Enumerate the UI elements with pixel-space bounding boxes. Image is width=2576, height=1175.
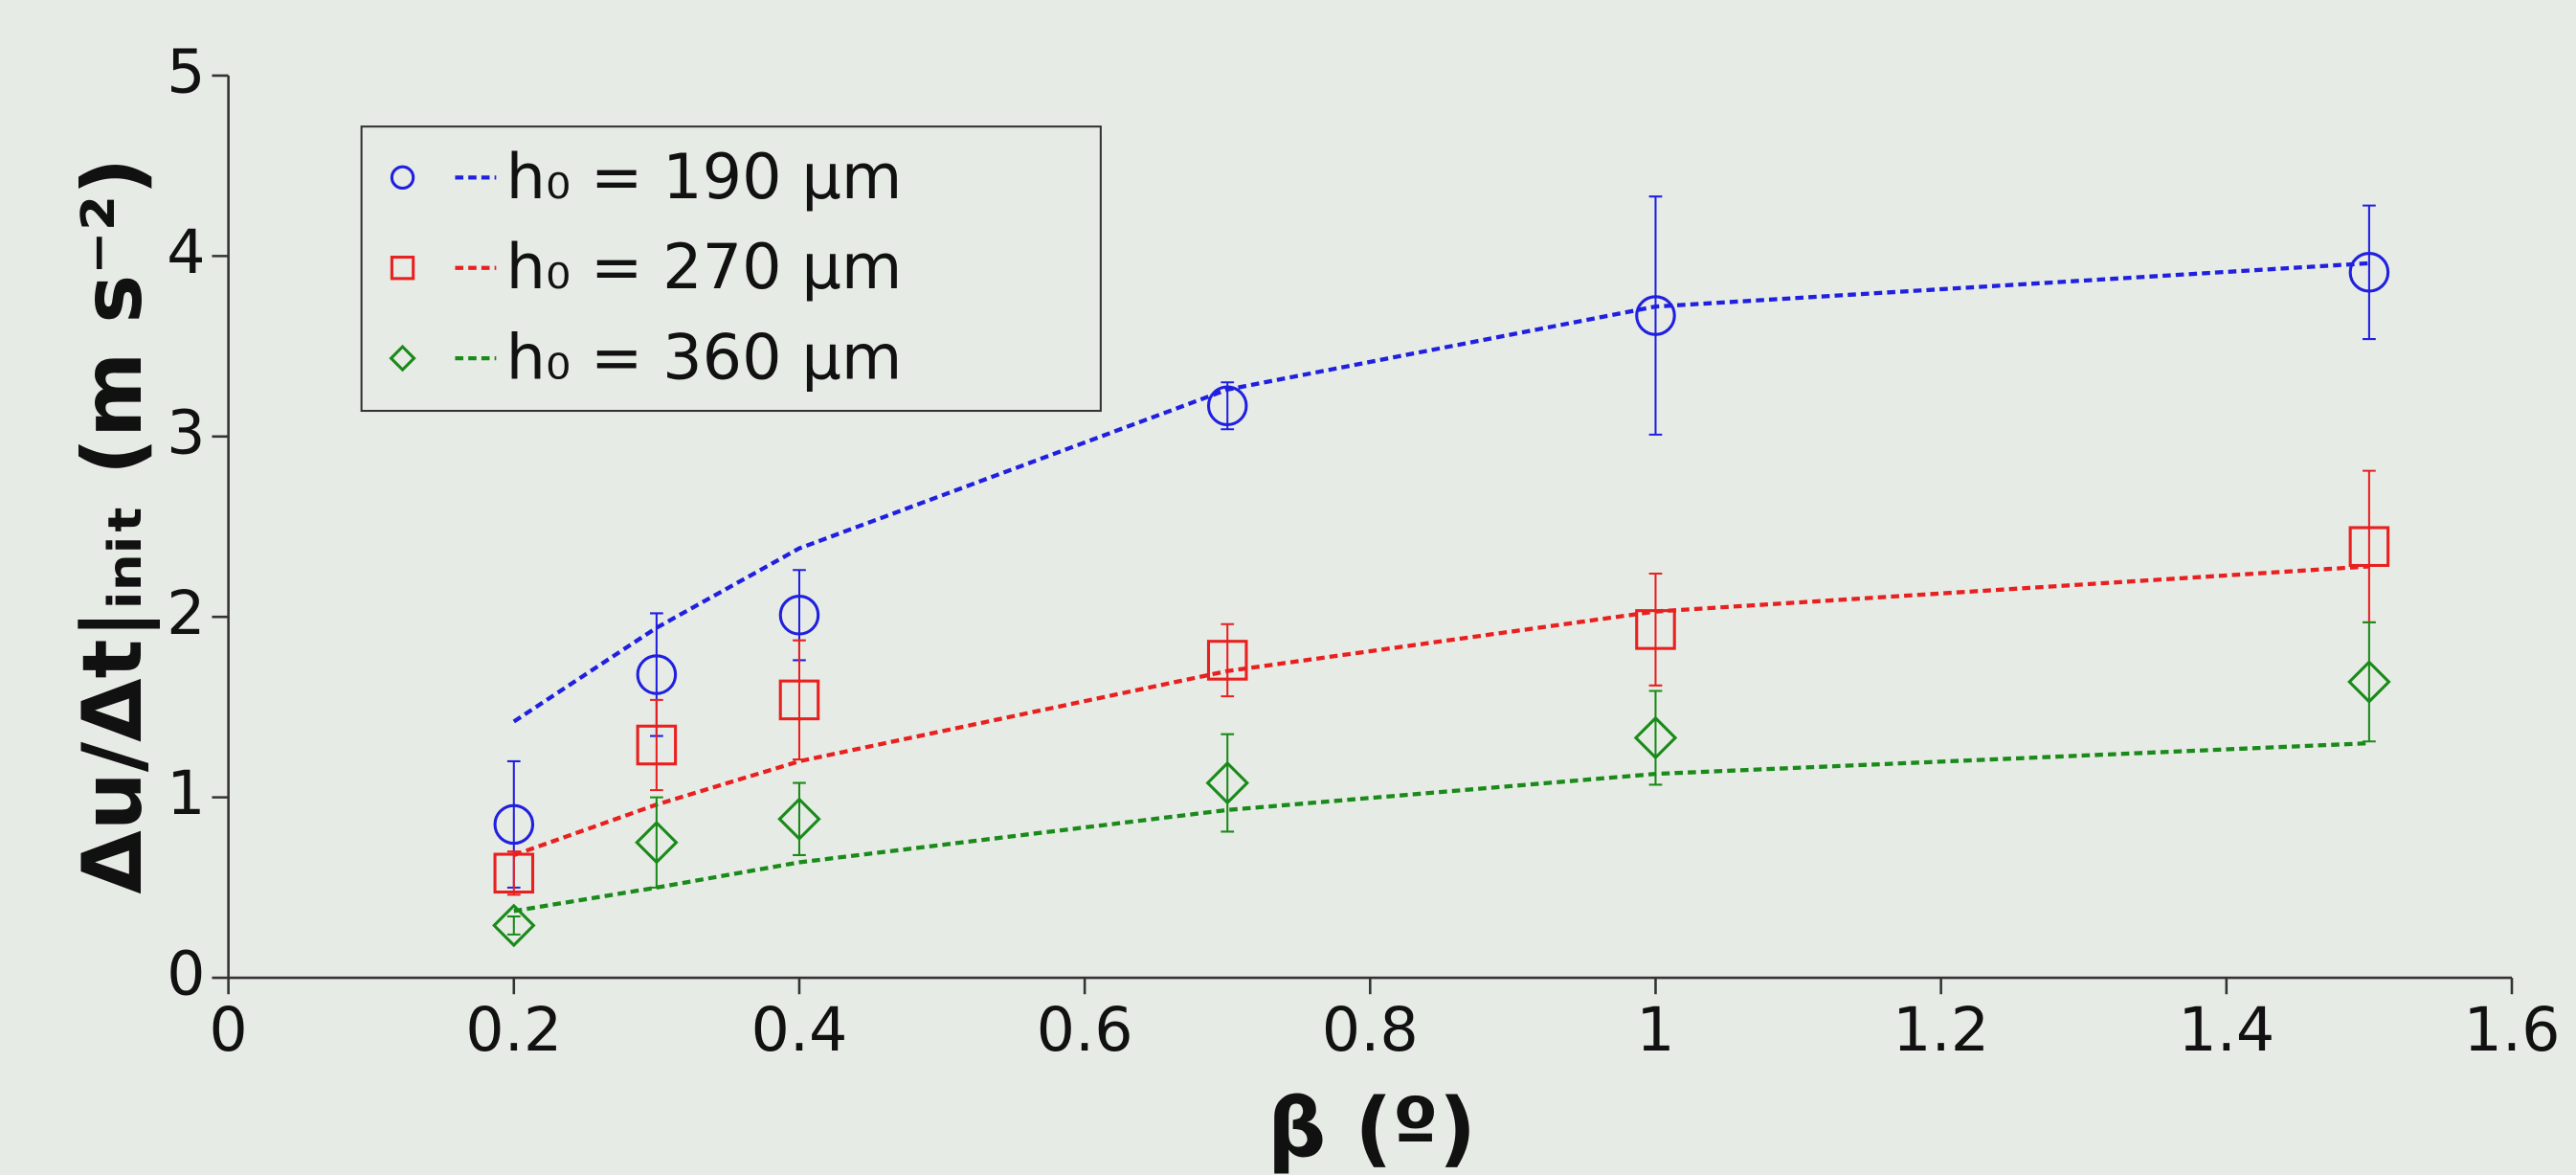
y-tick-label: 5 bbox=[167, 36, 205, 107]
legend: h₀ = 190 µm h₀ = 270 µm h₀ = 360 µm bbox=[362, 126, 1101, 411]
legend-label: h₀ = 190 µm bbox=[506, 141, 903, 214]
x-tick-label: 1.6 bbox=[2463, 994, 2560, 1065]
y-tick-label: 3 bbox=[167, 396, 205, 467]
error-bar bbox=[793, 641, 806, 759]
error-bar bbox=[650, 700, 663, 790]
error-bar bbox=[1649, 690, 1663, 784]
x-tick-label: 0.6 bbox=[1037, 994, 1133, 1065]
error-bar bbox=[2363, 206, 2376, 339]
legend-label: h₀ = 360 µm bbox=[506, 322, 903, 395]
error-bar bbox=[1221, 624, 1234, 696]
x-tick-label: 0.2 bbox=[465, 994, 562, 1065]
x-tick-label: 1.2 bbox=[1893, 994, 1989, 1065]
error-bar bbox=[793, 783, 806, 855]
y-tick-label: 4 bbox=[167, 216, 205, 287]
chart: β (º) Δu/Δt|ᵢₙᵢₜ (m s⁻²) 0 0.2 0.4 0.6 0.8 1 1… bbox=[0, 0, 2576, 1175]
y-tick-label: 0 bbox=[167, 938, 205, 1009]
x-tick-label: 0.8 bbox=[1322, 994, 1419, 1065]
fit-line bbox=[514, 566, 2369, 854]
error-bar bbox=[1649, 196, 1663, 435]
page: {"chart_data": {"type": "scatter", "x_la… bbox=[0, 0, 2576, 1175]
fit-line bbox=[514, 743, 2369, 911]
x-tick-label: 1.4 bbox=[2178, 994, 2274, 1065]
error-bar bbox=[650, 798, 663, 888]
error-bar bbox=[507, 916, 521, 935]
error-bar bbox=[1649, 574, 1663, 686]
y-axis-title: Δu/Δt|ᵢₙᵢₜ (m s⁻²) bbox=[65, 158, 161, 894]
y-tick-label: 2 bbox=[167, 577, 205, 648]
error-bar bbox=[2363, 471, 2376, 622]
x-axis-title: β (º) bbox=[1267, 1081, 1476, 1175]
x-tick-label: 0 bbox=[209, 994, 247, 1065]
error-bar bbox=[1221, 734, 1234, 832]
x-tick-label: 1 bbox=[1636, 994, 1674, 1065]
legend-label: h₀ = 270 µm bbox=[506, 231, 903, 304]
y-tick-label: 1 bbox=[167, 757, 205, 828]
error-bar bbox=[2363, 622, 2376, 741]
x-tick-label: 0.4 bbox=[750, 994, 847, 1065]
